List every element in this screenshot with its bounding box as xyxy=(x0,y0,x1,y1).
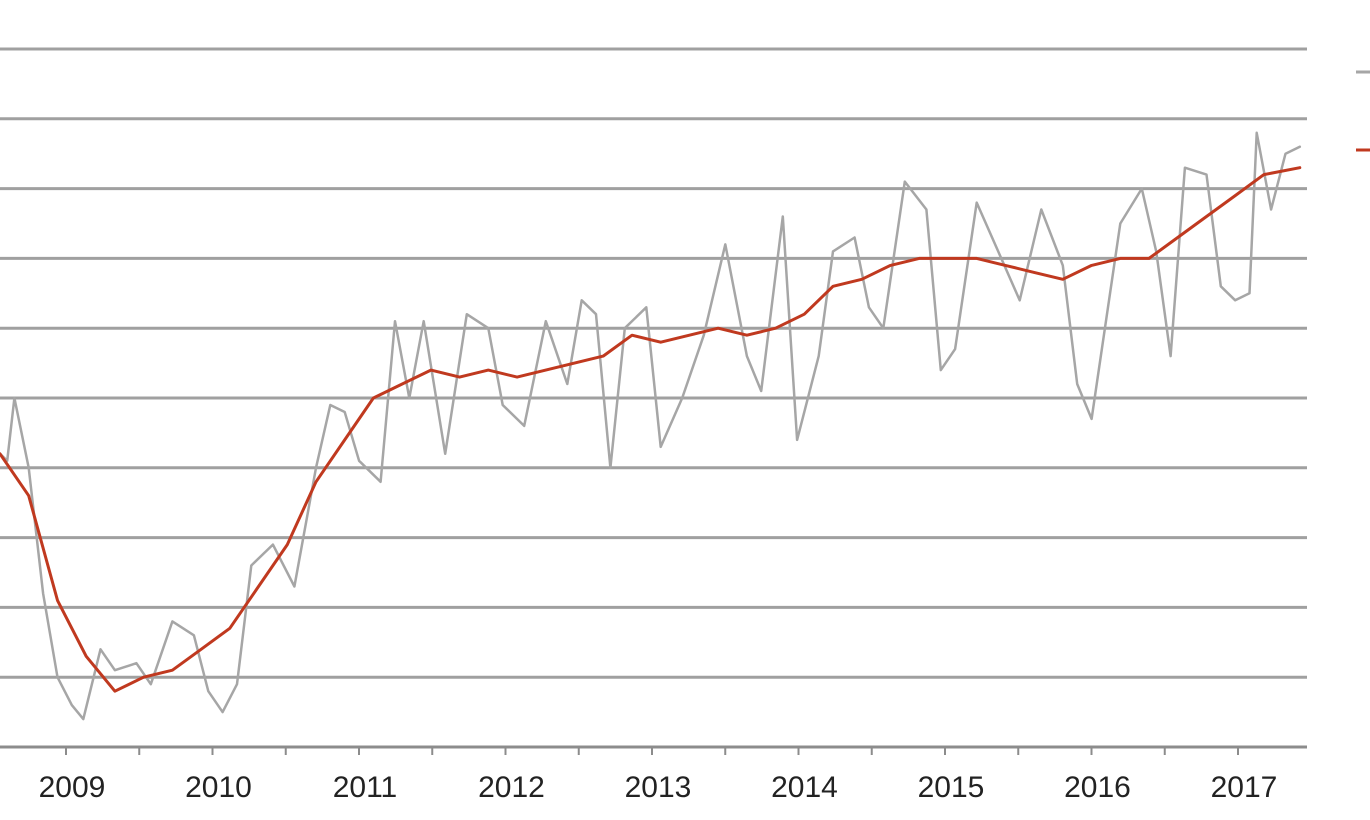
x-axis: 2009 2010 2011 2012 2013 2014 2015 2016 2017 xyxy=(0,745,1307,804)
x-tick-label: 2014 xyxy=(771,771,838,804)
x-tick-label: 2017 xyxy=(1211,771,1278,804)
legend xyxy=(1356,70,1370,152)
x-tick-label: 2013 xyxy=(625,771,692,804)
x-tick-label: 2016 xyxy=(1064,771,1131,804)
x-tick-label: 2010 xyxy=(185,771,252,804)
gridlines xyxy=(0,47,1307,679)
x-tick-label: 2015 xyxy=(918,771,985,804)
series-layer xyxy=(0,131,1302,721)
series-line-1 xyxy=(0,131,1302,721)
x-tick-label: 2012 xyxy=(478,771,545,804)
series-line-2 xyxy=(0,166,1302,693)
x-tick-label: 2009 xyxy=(39,771,106,804)
x-tick-label: 2011 xyxy=(333,771,398,804)
